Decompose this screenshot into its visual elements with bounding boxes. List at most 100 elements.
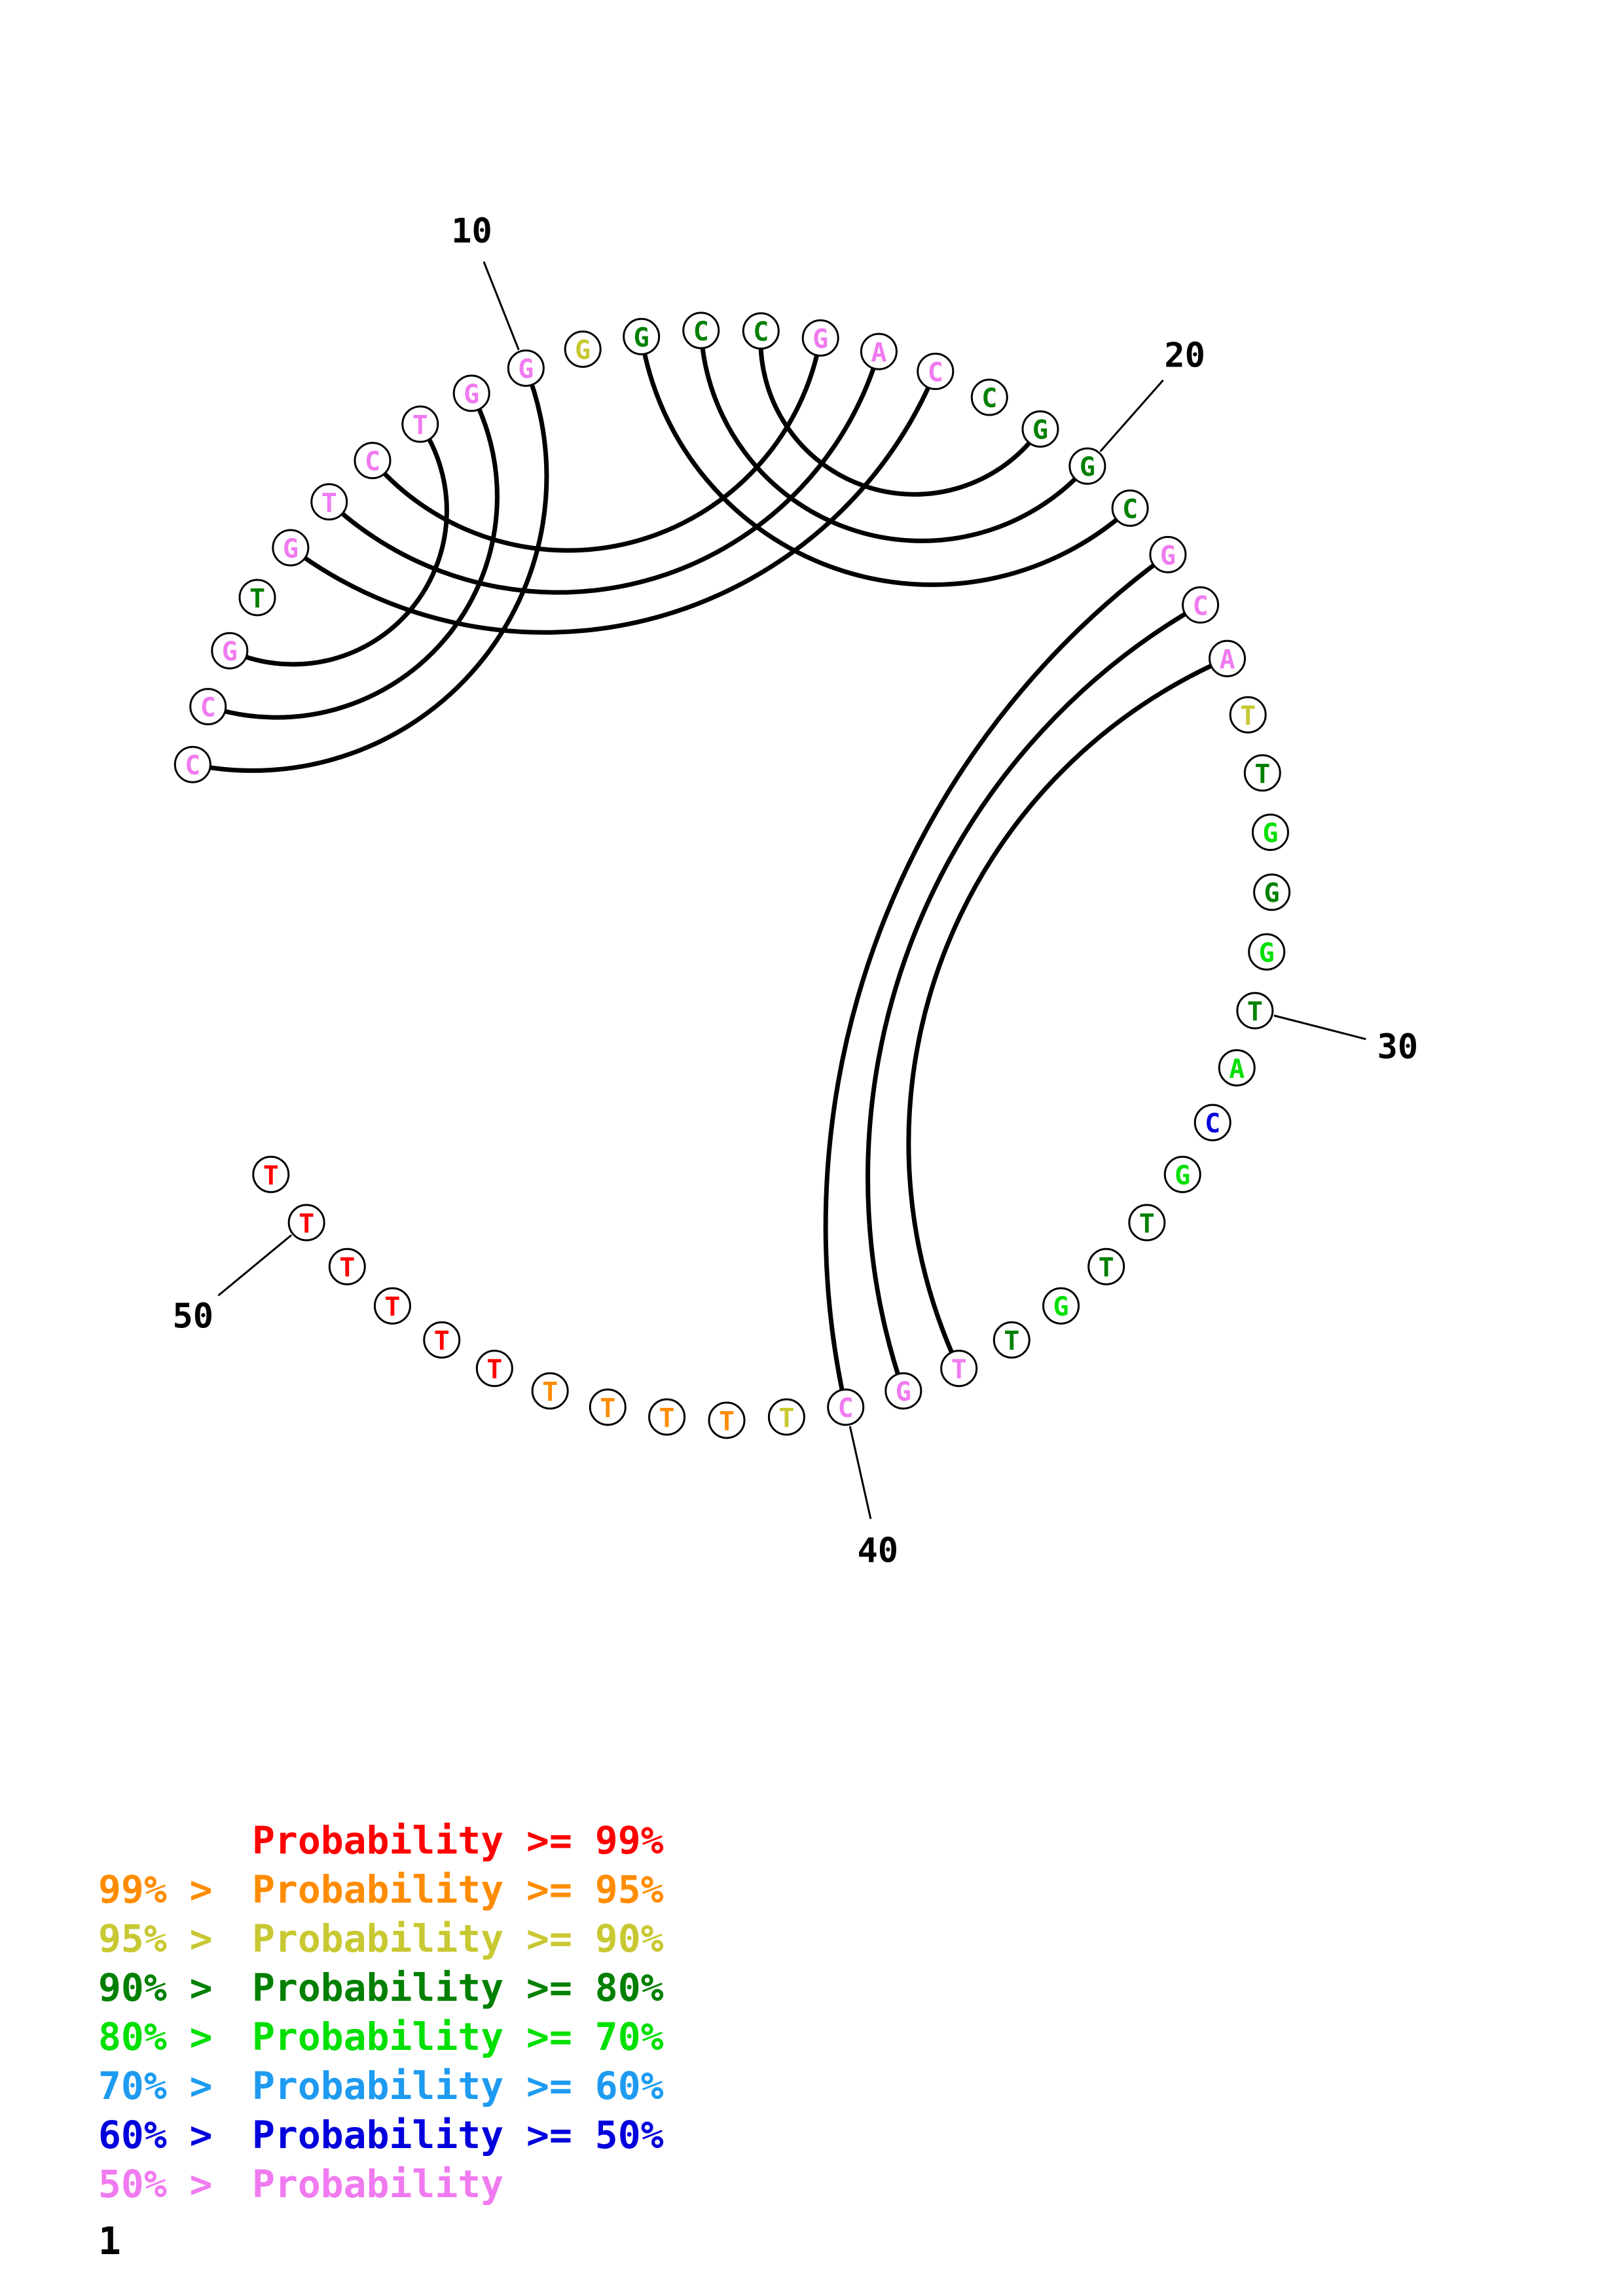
nucleotide-45: T <box>531 1372 569 1410</box>
nucleotide-51: T <box>252 1155 290 1193</box>
nucleotide-28: G <box>1253 873 1291 911</box>
nucleotide-33: G <box>1163 1155 1201 1193</box>
nucleotide-circle <box>211 632 249 670</box>
nucleotide-letter: A <box>1219 645 1235 675</box>
nucleotide-letter: C <box>928 357 943 387</box>
nucleotide-circle <box>623 317 661 355</box>
nucleotide-letter: T <box>778 1403 794 1433</box>
nucleotide-24: A <box>1208 639 1246 677</box>
nucleotide-circle <box>1111 489 1149 527</box>
nucleotide-letter: T <box>263 1160 279 1191</box>
nucleotide-letter: G <box>1264 878 1280 908</box>
legend-text: Probability <box>252 2162 504 2206</box>
legend-row: Probability >= 99% <box>98 1816 664 1865</box>
nucleotide-circle <box>189 688 227 726</box>
base-pair-arc-22-40 <box>823 552 1169 1408</box>
legend-text: Probability >= 60% <box>252 2064 664 2108</box>
nucleotide-letter: G <box>464 380 479 410</box>
nucleotide-circle <box>310 483 348 521</box>
nucleotide-25: T <box>1229 696 1267 734</box>
nucleotide-26: T <box>1243 754 1281 792</box>
nucleotide-letter: T <box>384 1292 400 1322</box>
nucleotide-letter: T <box>659 1403 675 1433</box>
nucleotide-circle <box>373 1287 411 1325</box>
nucleotide-42: T <box>708 1401 746 1439</box>
nucleotide-38: T <box>940 1350 978 1388</box>
nucleotide-44: T <box>589 1388 627 1426</box>
legend-row: 95% > Probability >= 90% <box>98 1914 664 1964</box>
nucleotide-14: C <box>742 312 780 350</box>
nucleotide-letter: T <box>1004 1326 1019 1356</box>
nucleotide-8: T <box>401 405 439 443</box>
nucleotide-circle <box>173 745 211 783</box>
nucleotide-letter: T <box>1240 701 1256 731</box>
position-tick-20 <box>1099 379 1164 452</box>
position-label-10: 10 <box>451 211 492 251</box>
legend-text: Probability >= 90% <box>252 1916 664 1961</box>
nucleotide-circle <box>507 349 545 387</box>
nucleotide-circle <box>1163 1155 1201 1193</box>
nucleotide-circle <box>1087 1247 1125 1285</box>
nucleotide-letter: T <box>1254 759 1270 789</box>
base-pair-arc-12-21 <box>639 336 1132 587</box>
nucleotide-circle <box>742 312 780 350</box>
base-pair-arc-1-10 <box>192 367 549 773</box>
nucleotide-39: G <box>884 1372 922 1410</box>
nucleotide-43: T <box>648 1398 686 1436</box>
nucleotide-circle <box>1149 535 1187 573</box>
nucleotide-circle <box>1253 873 1291 911</box>
nucleotide-letter: G <box>1262 819 1278 849</box>
nucleotide-41: T <box>767 1398 805 1436</box>
nucleotide-15: G <box>801 319 839 357</box>
nucleotide-4: T <box>238 579 276 617</box>
nucleotide-letter: T <box>1099 1253 1114 1283</box>
nucleotide-circle <box>564 331 602 368</box>
nucleotide-5: G <box>272 529 310 567</box>
legend-text: Probability >= 95% <box>252 1867 664 1912</box>
nucleotide-circle <box>423 1321 461 1359</box>
nucleotide-circle <box>1208 639 1246 677</box>
nucleotide-letter: G <box>1175 1160 1190 1191</box>
nucleotide-letter: G <box>1080 452 1095 482</box>
page-number: 1 <box>98 2219 121 2263</box>
nucleotide-letter: A <box>871 338 886 368</box>
nucleotide-16: A <box>860 332 898 370</box>
nucleotide-48: T <box>373 1287 411 1325</box>
nucleotide-35: T <box>1087 1247 1125 1285</box>
nucleotide-circle <box>287 1204 325 1242</box>
legend-row: 70% > Probability >= 60% <box>98 2062 664 2111</box>
nucleotide-34: T <box>1128 1204 1166 1242</box>
nucleotide-circle <box>993 1321 1030 1359</box>
nucleotide-circle <box>708 1401 746 1439</box>
nucleotide-30: T <box>1236 992 1274 1030</box>
nucleotide-letter: C <box>838 1393 854 1424</box>
position-tick-30 <box>1273 1014 1366 1041</box>
nucleotide-circle <box>252 1155 290 1193</box>
base-pair-arc-7-15 <box>371 337 823 553</box>
nucleotide-circle <box>860 332 898 370</box>
base-pair-arcs <box>192 330 1228 1408</box>
nucleotide-circle <box>1042 1287 1080 1325</box>
nucleotide-letter: T <box>1139 1209 1155 1239</box>
legend-text: Probability >= 50% <box>252 2113 664 2157</box>
nucleotide-circle <box>238 579 276 617</box>
nucleotide-17: C <box>917 352 955 390</box>
nucleotide-letter: C <box>753 317 769 348</box>
nucleotide-circle <box>531 1372 569 1410</box>
nucleotide-circle <box>589 1388 627 1426</box>
nucleotide-29: G <box>1248 933 1286 971</box>
nucleotide-circle <box>767 1398 805 1436</box>
nucleotide-letter: G <box>283 534 299 564</box>
nucleotide-27: G <box>1251 814 1289 852</box>
nucleotide-49: T <box>328 1247 366 1285</box>
legend-text: Probability >= 70% <box>252 2015 664 2059</box>
nucleotide-letter: T <box>1247 997 1263 1027</box>
nucleotide-circle <box>970 378 1008 416</box>
nucleotide-circle <box>1128 1204 1166 1242</box>
nucleotide-circle <box>1218 1049 1256 1086</box>
nucleotide-circle <box>1182 586 1220 624</box>
nucleotide-letter: A <box>1229 1054 1245 1084</box>
base-pair-arc-3-8 <box>228 423 449 667</box>
nucleotide-2: C <box>189 688 227 726</box>
base-pair-arc-6-16 <box>327 351 881 595</box>
